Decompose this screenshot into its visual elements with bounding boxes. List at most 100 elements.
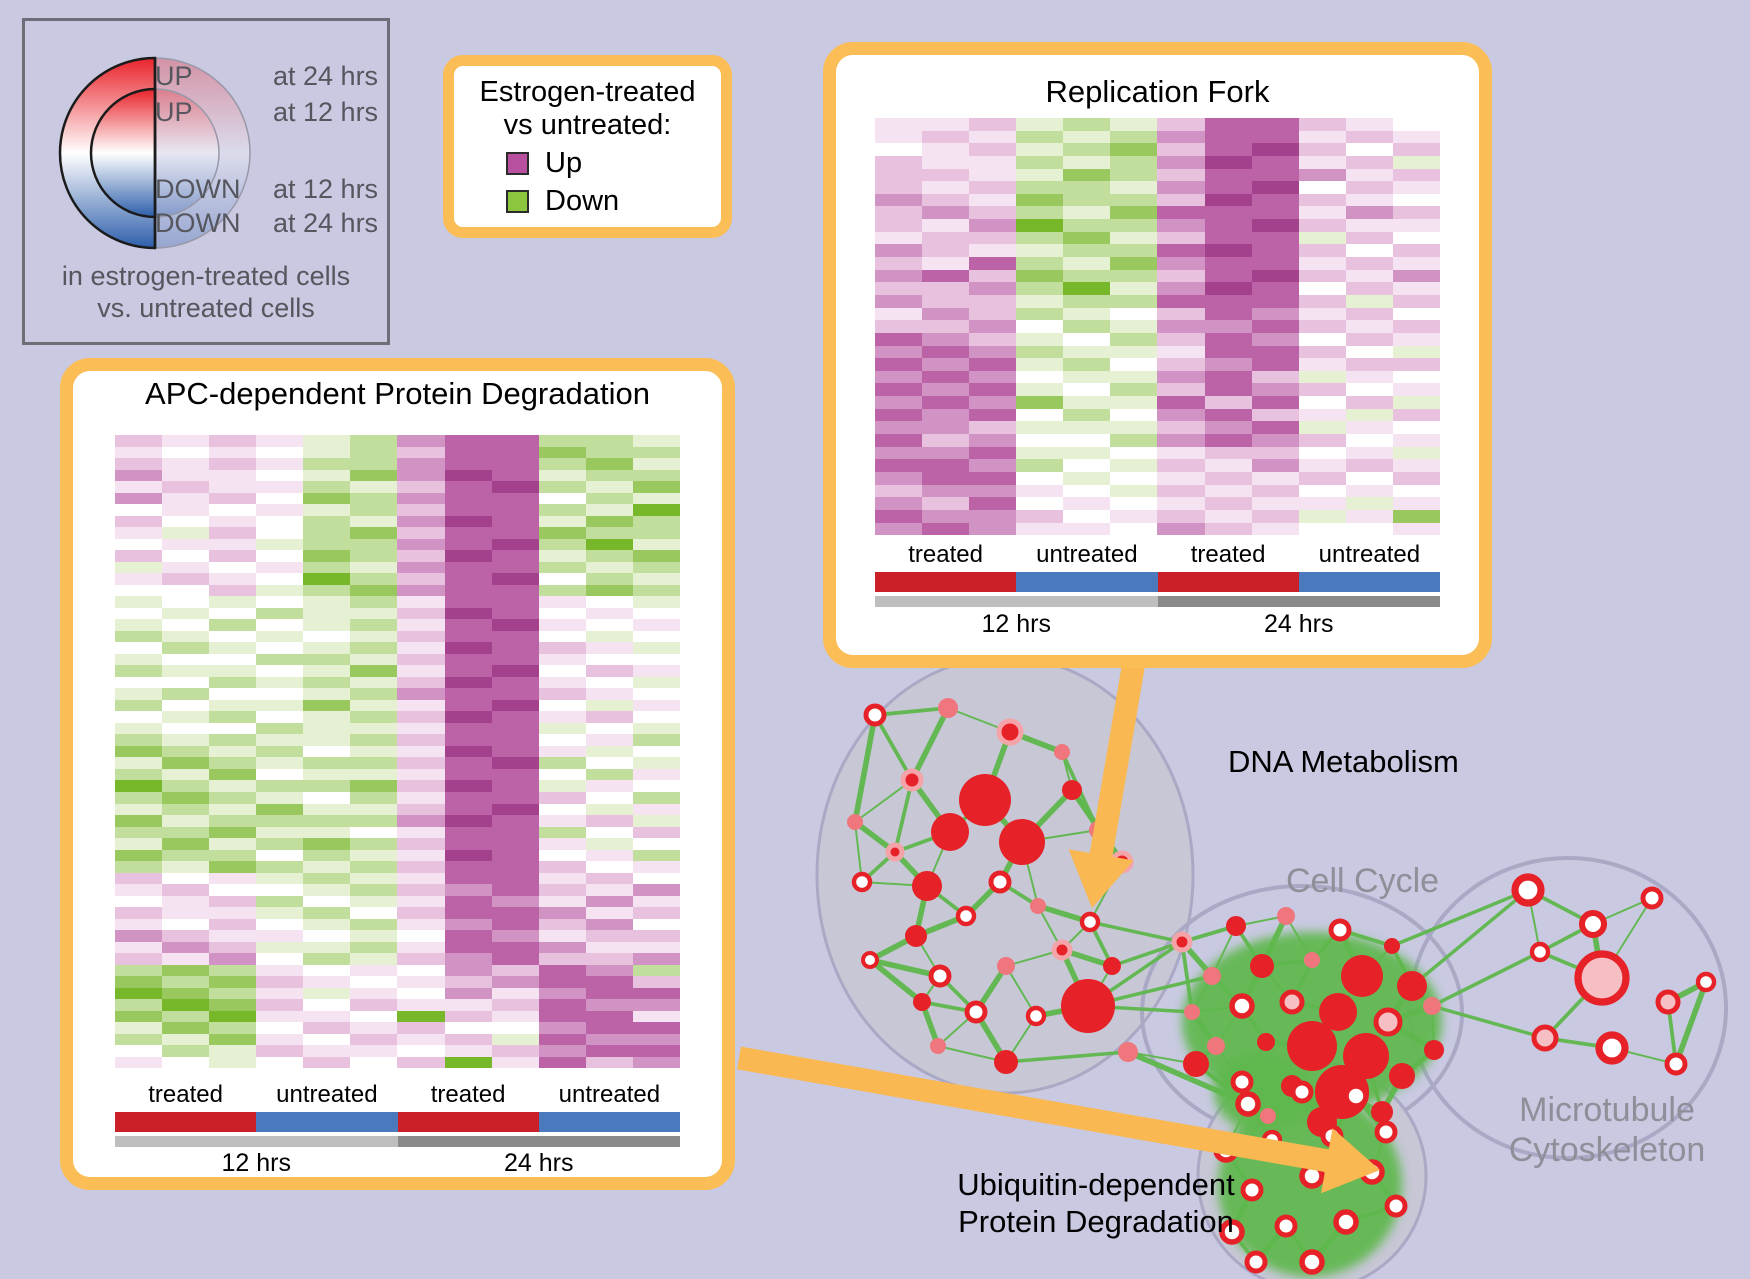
heatmap-cell bbox=[538, 953, 586, 965]
heatmap-cell bbox=[209, 941, 257, 954]
heatmap-cell bbox=[491, 838, 539, 850]
heatmap-cell bbox=[303, 780, 351, 792]
heatmap-cell bbox=[875, 219, 923, 232]
heatmap-cell bbox=[162, 1010, 210, 1023]
heatmap-cell bbox=[632, 561, 680, 574]
heatmap-cell bbox=[209, 1045, 257, 1057]
heatmap-cell bbox=[209, 1056, 257, 1069]
heatmap-cell bbox=[256, 653, 304, 666]
heatmap-cell bbox=[969, 434, 1017, 447]
heatmap-cell bbox=[209, 722, 257, 735]
heatmap-cell bbox=[350, 768, 398, 781]
bar-24hrs bbox=[1157, 596, 1440, 607]
network-edge bbox=[873, 714, 914, 781]
heatmap-cell bbox=[209, 815, 257, 827]
heatmap-cell bbox=[397, 815, 445, 827]
network-edge bbox=[1673, 981, 1709, 1065]
heatmap-cell bbox=[585, 688, 633, 700]
heatmap-cell bbox=[491, 1022, 539, 1034]
heatmap-cell bbox=[256, 907, 304, 919]
ring-row-down-24: DOWN at 24 hrs bbox=[155, 208, 379, 238]
heatmap-cell bbox=[491, 757, 539, 769]
heatmap-cell bbox=[397, 999, 445, 1011]
heatmap-cell bbox=[162, 538, 210, 551]
heatmap-cell bbox=[538, 515, 586, 528]
heatmap-cell bbox=[922, 206, 970, 220]
heatmap-cell bbox=[1110, 244, 1158, 258]
heatmap-cell bbox=[632, 481, 680, 493]
heatmap-cell bbox=[969, 383, 1017, 397]
heatmap-cell bbox=[538, 446, 586, 459]
heatmap-cell bbox=[209, 446, 257, 459]
heatmap-cell bbox=[1016, 345, 1064, 359]
heatmap-cell bbox=[1298, 118, 1346, 131]
heatmap-cell bbox=[491, 745, 539, 758]
heatmap-cell bbox=[162, 688, 210, 700]
heatmap-cell bbox=[1345, 244, 1393, 258]
heatmap-cell bbox=[397, 884, 445, 896]
heatmap-cell bbox=[1204, 434, 1252, 447]
heatmap-cell bbox=[1392, 282, 1440, 295]
heatmap-cell bbox=[491, 849, 539, 862]
heatmap-cell bbox=[538, 458, 586, 470]
heatmap-cell bbox=[350, 987, 398, 1000]
heatmap-cell bbox=[397, 987, 445, 1000]
heatmap-cell bbox=[1392, 244, 1440, 258]
heatmap-cell bbox=[256, 1033, 304, 1046]
heatmap-cell bbox=[1392, 421, 1440, 435]
updown-legend-box: Estrogen-treated vs untreated: Up Down bbox=[443, 55, 732, 238]
heatmap-cell bbox=[491, 1010, 539, 1023]
heatmap-cell bbox=[162, 849, 210, 862]
heatmap-cell bbox=[350, 964, 398, 977]
heatmap-cell bbox=[1063, 294, 1111, 308]
heatmap-cell bbox=[256, 757, 304, 769]
heatmap-cell bbox=[162, 458, 210, 470]
heatmap-cell bbox=[491, 884, 539, 896]
gene-node-cc bbox=[1424, 1040, 1444, 1060]
dna-metabolism-label: DNA Metabolism bbox=[1228, 744, 1459, 779]
heatmap-cell bbox=[115, 895, 163, 908]
heatmap-cell bbox=[491, 780, 539, 792]
heatmap-cell bbox=[209, 561, 257, 574]
heatmap-cell bbox=[538, 895, 586, 908]
heatmap-cell bbox=[350, 607, 398, 620]
gene-node-dna bbox=[851, 871, 873, 893]
heatmap-cell bbox=[491, 481, 539, 493]
heatmap-cell bbox=[1063, 421, 1111, 435]
gene-node-cc bbox=[1279, 989, 1305, 1015]
heatmap-cell bbox=[1063, 471, 1111, 485]
gene-node-dna bbox=[994, 1050, 1018, 1074]
heatmap-cell bbox=[491, 711, 539, 723]
heatmap-cell bbox=[585, 446, 633, 459]
gene-node-dna bbox=[959, 774, 1011, 826]
apc-title: APC-dependent Protein Degradation bbox=[145, 376, 650, 411]
heatmap-cell bbox=[444, 815, 492, 827]
heatmap-cell bbox=[115, 653, 163, 666]
heatmap-cell bbox=[491, 826, 539, 839]
heatmap-cell bbox=[922, 509, 970, 523]
heatmap-cell bbox=[209, 458, 257, 470]
heatmap-cell bbox=[162, 861, 210, 873]
heatmap-cell bbox=[162, 504, 210, 516]
heatmap-cell bbox=[209, 584, 257, 597]
heatmap-cell bbox=[585, 861, 633, 873]
heatmap-cell bbox=[1110, 522, 1158, 536]
heatmap-cell bbox=[350, 918, 398, 931]
heatmap-cell bbox=[632, 791, 680, 804]
heatmap-cell bbox=[397, 630, 445, 643]
heatmap-cell bbox=[969, 497, 1017, 510]
heatmap-cell bbox=[209, 803, 257, 816]
heatmap-cell bbox=[1392, 294, 1440, 308]
heatmap-cell bbox=[922, 396, 970, 409]
heatmap-cell bbox=[1157, 181, 1205, 194]
heatmap-cell bbox=[1157, 484, 1205, 498]
heatmap-cell bbox=[969, 358, 1017, 371]
heatmap-cell bbox=[1298, 294, 1346, 308]
heatmap-cell bbox=[162, 976, 210, 988]
heatmap-cell bbox=[303, 907, 351, 919]
treated-bar bbox=[115, 1112, 257, 1132]
heatmap-cell bbox=[1204, 358, 1252, 371]
heatmap-cell bbox=[303, 619, 351, 631]
heatmap-cell bbox=[1016, 522, 1064, 536]
heatmap-cell bbox=[115, 1022, 163, 1034]
